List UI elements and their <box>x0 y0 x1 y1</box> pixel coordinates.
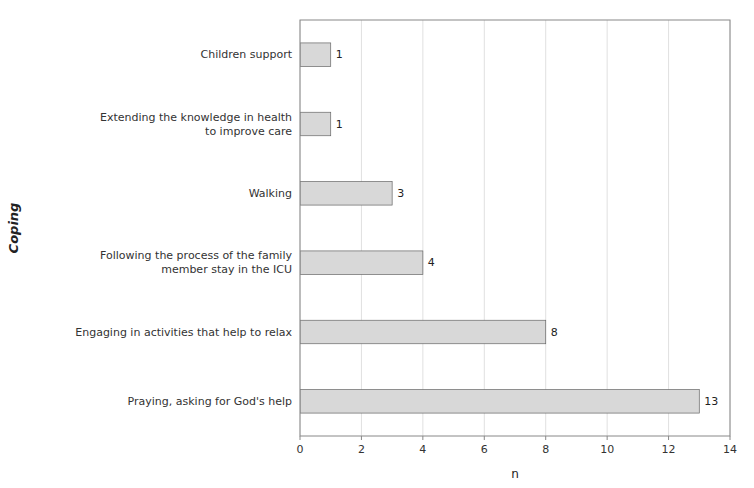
x-tick-label: 4 <box>419 443 426 456</box>
grid-line <box>484 20 485 436</box>
y-tick-label: Engaging in activities that help to rela… <box>75 326 292 339</box>
y-tick-label-line: Engaging in activities that help to rela… <box>75 326 292 339</box>
x-tick <box>422 436 423 440</box>
x-tick-label: 0 <box>297 443 304 456</box>
y-tick-label: Children support <box>201 48 293 61</box>
data-label: 4 <box>428 256 435 269</box>
x-tick-label: 2 <box>358 443 365 456</box>
y-tick-label: Following the process of the familymembe… <box>100 249 292 276</box>
y-tick-label: Extending the knowledge in healthto impr… <box>100 111 292 138</box>
grid-line <box>607 20 608 436</box>
x-axis: 0 2 4 6 8 10 12 14 <box>297 436 738 456</box>
grid-line <box>545 20 546 436</box>
y-tick-label-line: Walking <box>249 187 292 200</box>
y-tick-label-line: Extending the knowledge in health <box>100 111 292 124</box>
grid <box>300 20 730 436</box>
y-tick-label-line: member stay in the ICU <box>161 263 292 276</box>
x-tick <box>300 436 301 440</box>
y-axis-label: Coping <box>6 203 21 254</box>
x-axis-label: n <box>511 467 519 481</box>
x-tick <box>730 436 731 440</box>
y-tick-label: Walking <box>249 187 292 200</box>
bars <box>300 43 699 413</box>
plot-frame <box>300 20 730 436</box>
bar <box>300 320 546 343</box>
bar <box>300 251 423 274</box>
y-tick-label-line: Praying, asking for God's help <box>128 395 292 408</box>
chart-container: 138431102468101214nPraying, asking for G… <box>0 0 754 488</box>
x-tick-label: 12 <box>662 443 676 456</box>
x-tick-label: 10 <box>600 443 614 456</box>
x-tick <box>607 436 608 440</box>
y-tick-label-line: Following the process of the family <box>100 249 292 262</box>
bar <box>300 390 699 413</box>
data-label: 1 <box>336 48 343 61</box>
grid-line <box>361 20 362 436</box>
y-tick-label-line: to improve care <box>205 125 292 138</box>
grid-line <box>668 20 669 436</box>
data-label: 3 <box>397 187 404 200</box>
y-axis: Praying, asking for God's help Engaging i… <box>75 48 292 408</box>
y-tick-label: Praying, asking for God's help <box>128 395 292 408</box>
x-tick <box>361 436 362 440</box>
data-label: 13 <box>704 395 718 408</box>
y-tick-label-line: Children support <box>201 48 293 61</box>
x-tick-label: 6 <box>481 443 488 456</box>
x-tick-label: 14 <box>723 443 737 456</box>
data-label: 1 <box>336 118 343 131</box>
bar <box>300 182 392 205</box>
x-tick <box>545 436 546 440</box>
data-labels: 13 8 4 3 1 1 <box>336 48 719 408</box>
grid-line <box>422 20 423 436</box>
chart-svg: 138431102468101214nPraying, asking for G… <box>0 0 754 488</box>
x-tick <box>668 436 669 440</box>
x-tick-label: 8 <box>542 443 549 456</box>
bar <box>300 112 331 135</box>
bar <box>300 43 331 66</box>
data-label: 8 <box>551 326 558 339</box>
x-tick <box>484 436 485 440</box>
